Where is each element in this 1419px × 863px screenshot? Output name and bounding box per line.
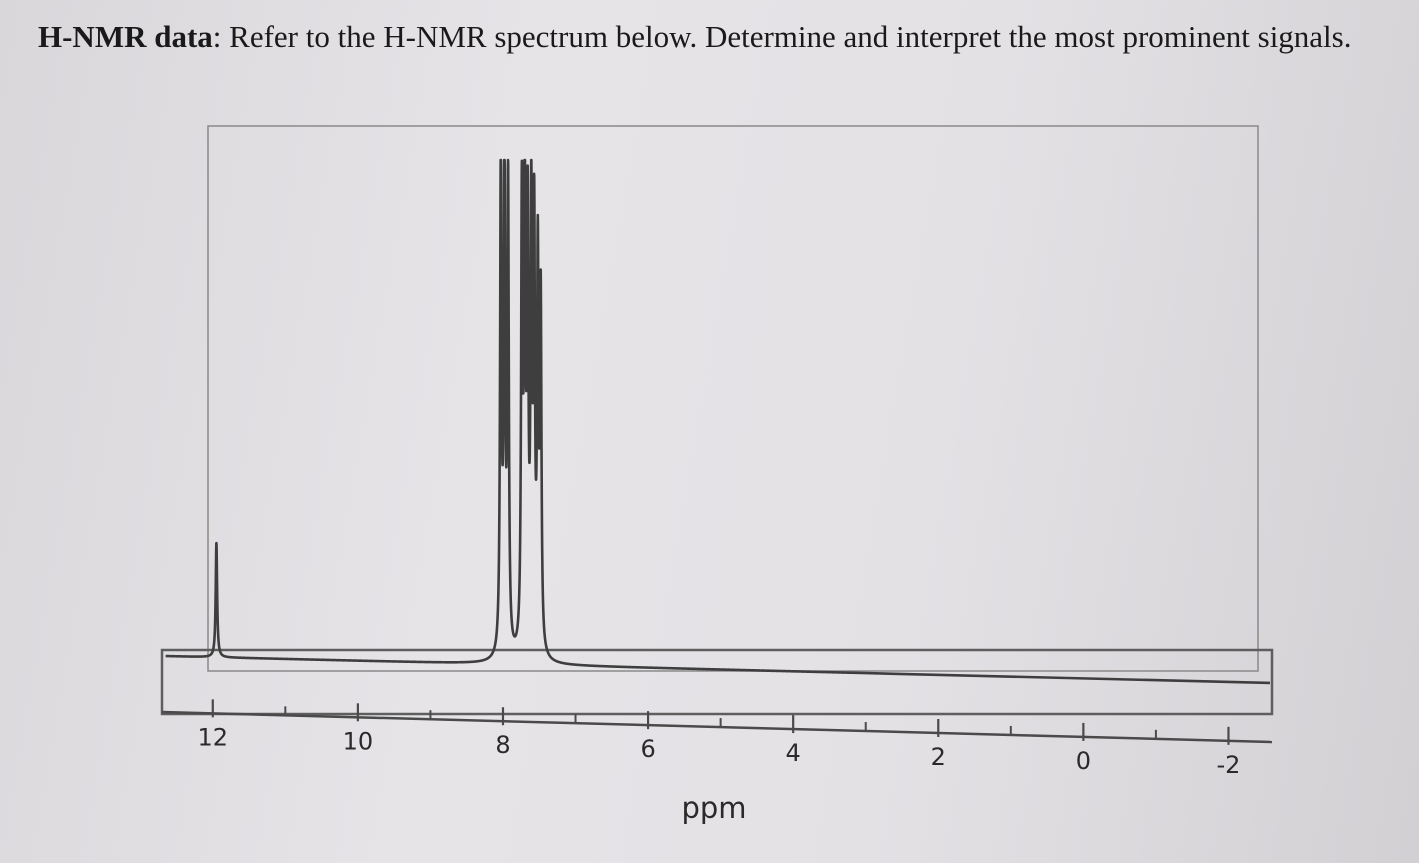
x-tick-label: 12: [198, 723, 229, 751]
question-text: H-NMR data: Refer to the H-NMR spectrum …: [38, 18, 1378, 55]
question-body: : Refer to the H-NMR spectrum below. Det…: [212, 19, 1352, 54]
x-tick-label: 0: [1076, 747, 1091, 775]
spectrum-trace: [164, 158, 1271, 685]
x-axis-line: [161, 710, 1273, 744]
x-axis-label: ppm: [681, 791, 746, 825]
x-tick-label: -2: [1217, 751, 1241, 779]
x-tick-label: 2: [931, 743, 946, 771]
x-tick-label: 6: [640, 735, 655, 763]
axis-box: [160, 648, 1274, 716]
question-heading: H-NMR data: [38, 19, 213, 54]
x-tick-label: 8: [495, 731, 510, 759]
x-tick-label: 10: [343, 727, 374, 755]
plot-frame: [207, 125, 1259, 672]
x-tick-label: 4: [786, 739, 801, 767]
